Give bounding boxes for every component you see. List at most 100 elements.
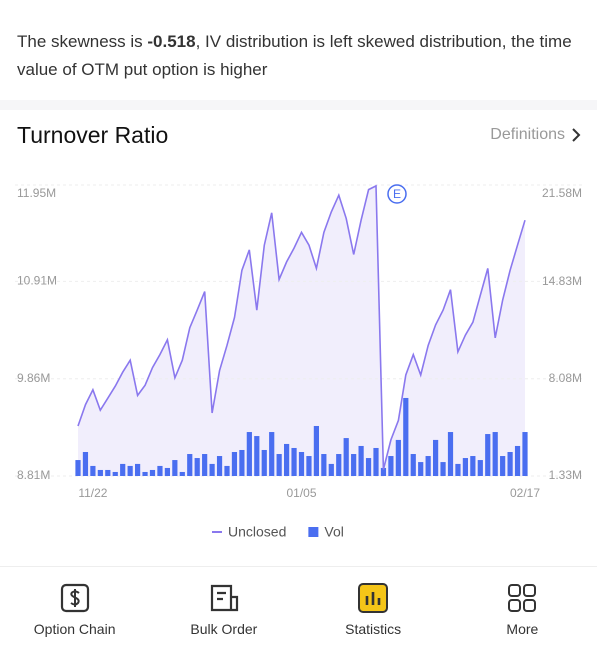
bar (500, 456, 506, 476)
bar (82, 452, 89, 476)
bar (187, 454, 193, 476)
nav-label[interactable]: Bulk Order (190, 621, 258, 637)
bar (418, 462, 424, 476)
legend-label: Unclosed (228, 524, 286, 540)
bar (365, 458, 372, 476)
link-text[interactable]: Definitions (490, 126, 565, 143)
nav-label[interactable]: Statistics (345, 621, 402, 637)
bar (447, 432, 454, 476)
legend-label: Vol (324, 524, 343, 540)
bar (224, 465, 230, 476)
bar (358, 445, 364, 476)
bar (261, 449, 267, 476)
bar (470, 456, 476, 476)
divider (0, 100, 597, 110)
icon (508, 584, 537, 612)
bar (164, 467, 170, 476)
bar (328, 463, 334, 476)
x-tick-label: 02/17 (510, 486, 540, 500)
event-marker-label: E (393, 187, 401, 201)
bar (97, 469, 103, 476)
insight-text: The skewness is -0.518, IV distribution … (17, 28, 582, 84)
bar (343, 438, 349, 476)
bar (306, 456, 312, 476)
bar (209, 463, 215, 476)
bar (485, 434, 491, 476)
bar (202, 454, 208, 476)
chart: 8.81M 9.86M 10.91M 11.95M 1.33M 8.08M 14.83M 21… (15, 184, 582, 540)
bar (127, 465, 133, 476)
nav-more[interactable]: More (448, 567, 597, 660)
bar (231, 452, 238, 476)
y2-tick-label: 21.58M (542, 186, 582, 200)
bar (440, 462, 446, 476)
bar (142, 471, 148, 476)
bar (433, 439, 439, 476)
x-tick-label: 01/05 (286, 486, 316, 500)
bar (246, 432, 252, 476)
icon (60, 583, 89, 613)
text: The skewness is (17, 32, 148, 51)
event-marker (387, 184, 407, 204)
nav-label[interactable]: Option Chain (33, 621, 116, 637)
bar (522, 432, 528, 476)
bar (105, 469, 111, 476)
bar (269, 432, 275, 476)
bar (462, 458, 468, 476)
bar (172, 460, 178, 476)
bar (388, 456, 394, 476)
nav-option-chain[interactable]: Option Chain (0, 567, 149, 660)
icon (358, 583, 389, 613)
y2-tick-label: 14.83M (542, 274, 582, 288)
y-tick-label: 10.91M (17, 274, 57, 288)
bar (410, 454, 416, 476)
x-tick-label: 11/22 (78, 486, 107, 500)
y-tick-label: 8.81M (17, 468, 50, 482)
definitions-link[interactable]: Definitions (490, 126, 581, 144)
bottom-nav: Option Chain Bulk Order Statistics More (0, 566, 597, 660)
bar (216, 456, 223, 476)
bar (507, 452, 513, 476)
y2-tick-label: 8.08M (549, 371, 582, 385)
bar (425, 456, 431, 476)
bar (373, 447, 379, 476)
legend-swatch (308, 527, 319, 537)
bar (291, 447, 297, 476)
bar (298, 452, 305, 476)
bar (336, 454, 342, 476)
bar (455, 463, 461, 476)
bar (380, 467, 387, 476)
section-title: Turnover Ratio (17, 122, 169, 148)
bar (403, 397, 409, 476)
bar (179, 471, 185, 476)
bar (90, 465, 96, 476)
bar (276, 454, 282, 476)
bar (514, 445, 521, 476)
text: , IV distribution is left skewed distrib… (17, 32, 572, 79)
bar (313, 425, 319, 476)
bar (395, 439, 401, 476)
line-area (78, 185, 525, 476)
bar (75, 460, 81, 476)
nav-statistics[interactable]: Statistics (299, 567, 448, 660)
icon (210, 584, 238, 612)
bar (112, 471, 118, 476)
bar (120, 463, 126, 476)
bar (477, 460, 483, 476)
nav-label[interactable]: More (506, 621, 539, 637)
bar (284, 443, 290, 476)
bar (157, 465, 163, 476)
bar (239, 449, 245, 476)
bar (492, 432, 498, 476)
chevron (572, 128, 581, 142)
bar (149, 469, 156, 476)
line (77, 184, 526, 470)
y2-tick-label: 1.33M (549, 468, 582, 482)
bar (254, 436, 260, 476)
y-tick-label: 9.86M (17, 371, 50, 385)
y-tick-label: 11.95M (17, 186, 56, 200)
bar (351, 454, 357, 476)
bar (194, 458, 200, 476)
nav-bulk-order[interactable]: Bulk Order (149, 567, 298, 660)
